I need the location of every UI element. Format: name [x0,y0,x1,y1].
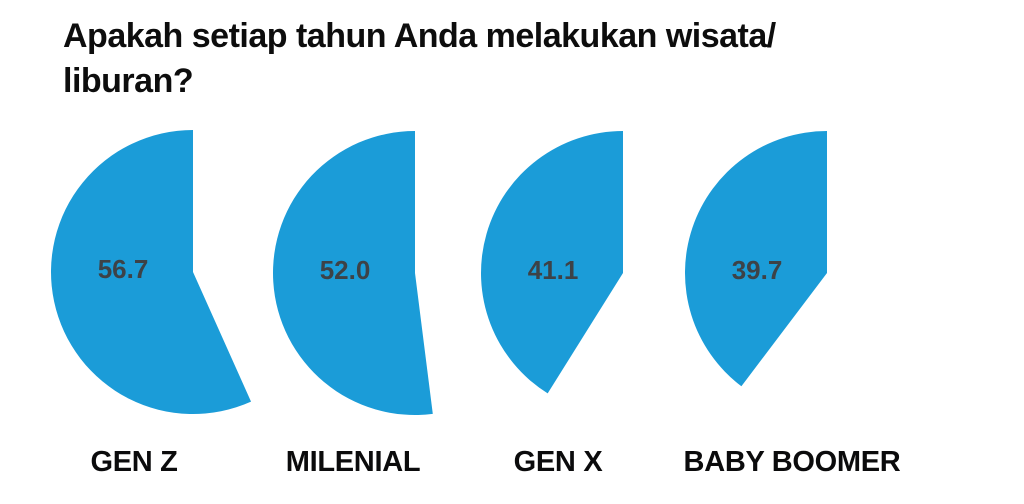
pie-value-baby-boomer: 39.7 [731,255,783,285]
pie-value-gen-z: 56.7 [97,254,149,284]
chart-title: Apakah setiap tahun Anda melakukan wisat… [63,14,776,104]
pie-slice-gen-x [481,131,623,394]
pie-value-milenial: 52.0 [319,255,371,285]
pie-milenial: 52.0 [270,128,560,418]
pie-gen-z: 56.7 [48,127,338,417]
pie-value-gen-x: 41.1 [527,255,579,285]
pie-slice-baby-boomer [684,131,827,387]
pie-wedge-gen-x [481,131,623,394]
pie-baby-boomer: 39.7 [682,128,972,418]
category-label-gen-z: GEN Z [90,446,178,478]
pie-wedge-milenial [273,131,433,415]
category-label-milenial: MILENIAL [285,446,421,478]
category-label-baby-boomer: BABY BOOMER [683,446,901,478]
pie-gen-x: 41.1 [478,128,768,418]
pie-slice-milenial [273,131,433,415]
chart-title-line1: Apakah setiap tahun Anda melakukan wisat… [63,17,776,55]
pie-wedge-gen-z [50,130,252,414]
pie-slice-gen-z [50,130,252,414]
category-label-gen-x: GEN X [513,446,603,478]
pie-wedge-baby-boomer [684,131,827,387]
chart-title-line2: liburan? [63,62,194,100]
